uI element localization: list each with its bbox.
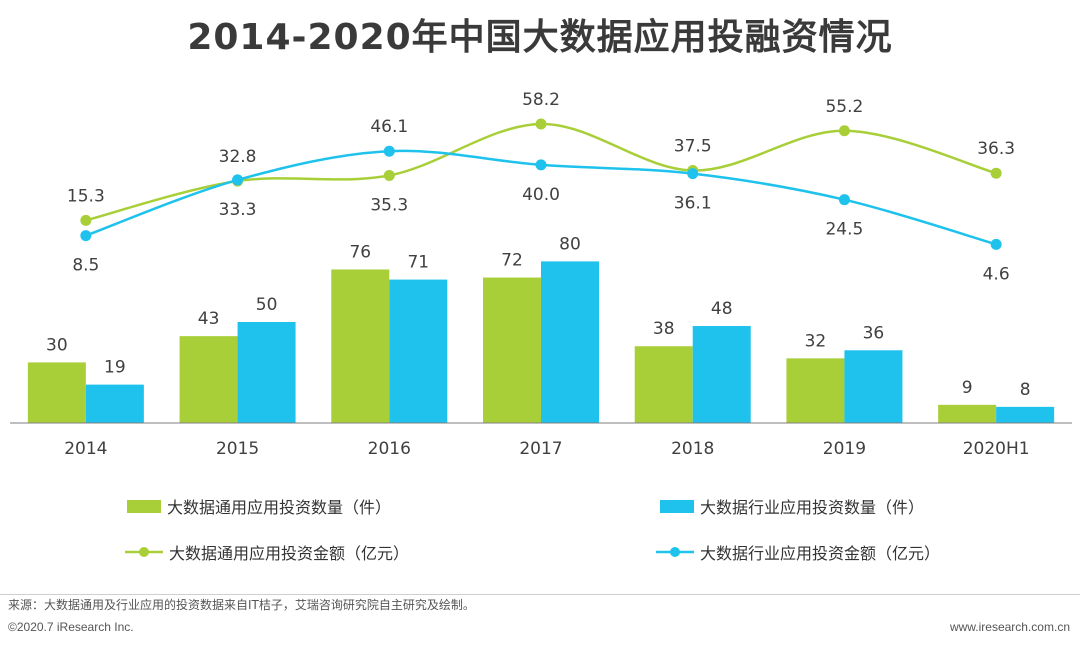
line-value-label: 35.3 [370,195,408,215]
point-industry-2020H1 [990,238,1002,250]
legend-swatch-green-bar [127,499,161,513]
bar-industry-2015 [237,322,296,423]
copyright: ©2020.7 iResearch Inc. [8,620,134,634]
legend-item-general-count: 大数据通用应用投资数量（件） [127,494,391,518]
line-value-label: 55.2 [825,97,863,117]
line-value-label: 36.3 [977,139,1015,159]
line-value-label: 37.5 [674,137,712,157]
x-tick-label: 2014 [64,439,107,459]
point-industry-2016 [383,145,395,157]
bar-value-label: 19 [104,358,126,378]
line-value-label: 40.0 [522,185,560,205]
bar-industry-2014 [85,384,144,423]
bar-value-label: 80 [559,234,581,254]
line-value-label: 32.8 [219,147,257,167]
bar-industry-2019 [844,350,903,423]
point-general-2019 [838,125,850,137]
point-industry-2014 [80,230,92,242]
legend-label: 大数据行业应用投资数量（件） [700,498,925,517]
bar-industry-2018 [692,326,751,423]
bar-value-label: 9 [962,378,973,398]
chart-title: 2014-2020年中国大数据应用投融资情况 [187,17,893,58]
point-general-2016 [383,169,395,181]
line-value-label: 33.3 [219,200,257,220]
bar-value-label: 76 [349,242,371,262]
bar-general-2019 [786,358,845,423]
bar-industry-2016 [389,279,448,423]
bar-general-2020H1 [938,404,997,423]
x-tick-label: 2015 [216,439,259,459]
bar-general-2015 [179,336,238,423]
source-note: 来源：大数据通用及行业应用的投资数据来自IT桔子，艾瑞咨询研究院自主研究及绘制。 [8,598,475,612]
bar-value-label: 32 [805,331,827,351]
x-tick-label: 2016 [368,439,411,459]
point-industry-2015 [232,174,244,186]
chart-canvas: 30 43 76 72 38 32 9 19 50 71 80 48 36 8 2014 2015 2016 2… [10,90,1072,459]
legend-swatch-blue-bar [660,499,694,513]
footer-divider [0,594,1080,595]
bar-value-label: 36 [863,323,885,343]
bar-general-2014 [27,362,86,423]
point-industry-2019 [838,194,850,206]
line-value-label: 36.1 [674,194,712,214]
x-tick-label: 2017 [519,439,562,459]
bar-value-label: 72 [501,251,523,271]
legend-label: 大数据通用应用投资数量（件） [167,498,392,517]
line-value-label: 24.5 [825,220,863,240]
bar-industry-2017 [541,261,599,423]
x-tick-label: 2019 [823,439,866,459]
bar-value-label: 38 [653,319,675,339]
line-value-label: 46.1 [370,117,408,137]
legend-label: 大数据通用应用投资金额（亿元） [169,544,410,563]
legend-item-industry-count: 大数据行业应用投资数量（件） [660,494,924,518]
point-general-2020H1 [990,167,1002,179]
bar-value-label: 71 [407,253,429,273]
point-industry-2018 [687,168,699,180]
point-general-2014 [80,214,92,226]
line-value-label: 4.6 [983,264,1010,284]
bar-value-label: 48 [711,299,733,319]
legend-item-industry-amount: 大数据行业应用投资金额（亿元） [656,540,940,564]
legend-swatch-green-line [125,547,163,557]
point-general-2017 [535,118,547,130]
x-tick-label: 2018 [671,439,714,459]
bar-industry-2020H1 [996,406,1055,423]
legend-item-general-amount: 大数据通用应用投资金额（亿元） [125,540,409,564]
website-link[interactable]: www.iresearch.com.cn [949,620,1070,634]
legend-swatch-blue-line [656,547,694,557]
x-tick-label: 2020H1 [963,439,1030,459]
bar-general-2018 [634,346,693,423]
bar-value-label: 43 [198,309,220,329]
line-value-label: 15.3 [67,186,105,206]
line-value-label: 58.2 [522,90,560,110]
legend-label: 大数据行业应用投资金额（亿元） [700,544,941,563]
bar-value-label: 30 [46,335,68,355]
bar-value-label: 8 [1020,380,1031,400]
bar-general-2016 [331,269,390,423]
line-value-label: 8.5 [72,256,99,276]
bar-value-label: 50 [256,295,278,315]
bar-general-2017 [483,277,541,423]
point-industry-2017 [535,159,547,171]
